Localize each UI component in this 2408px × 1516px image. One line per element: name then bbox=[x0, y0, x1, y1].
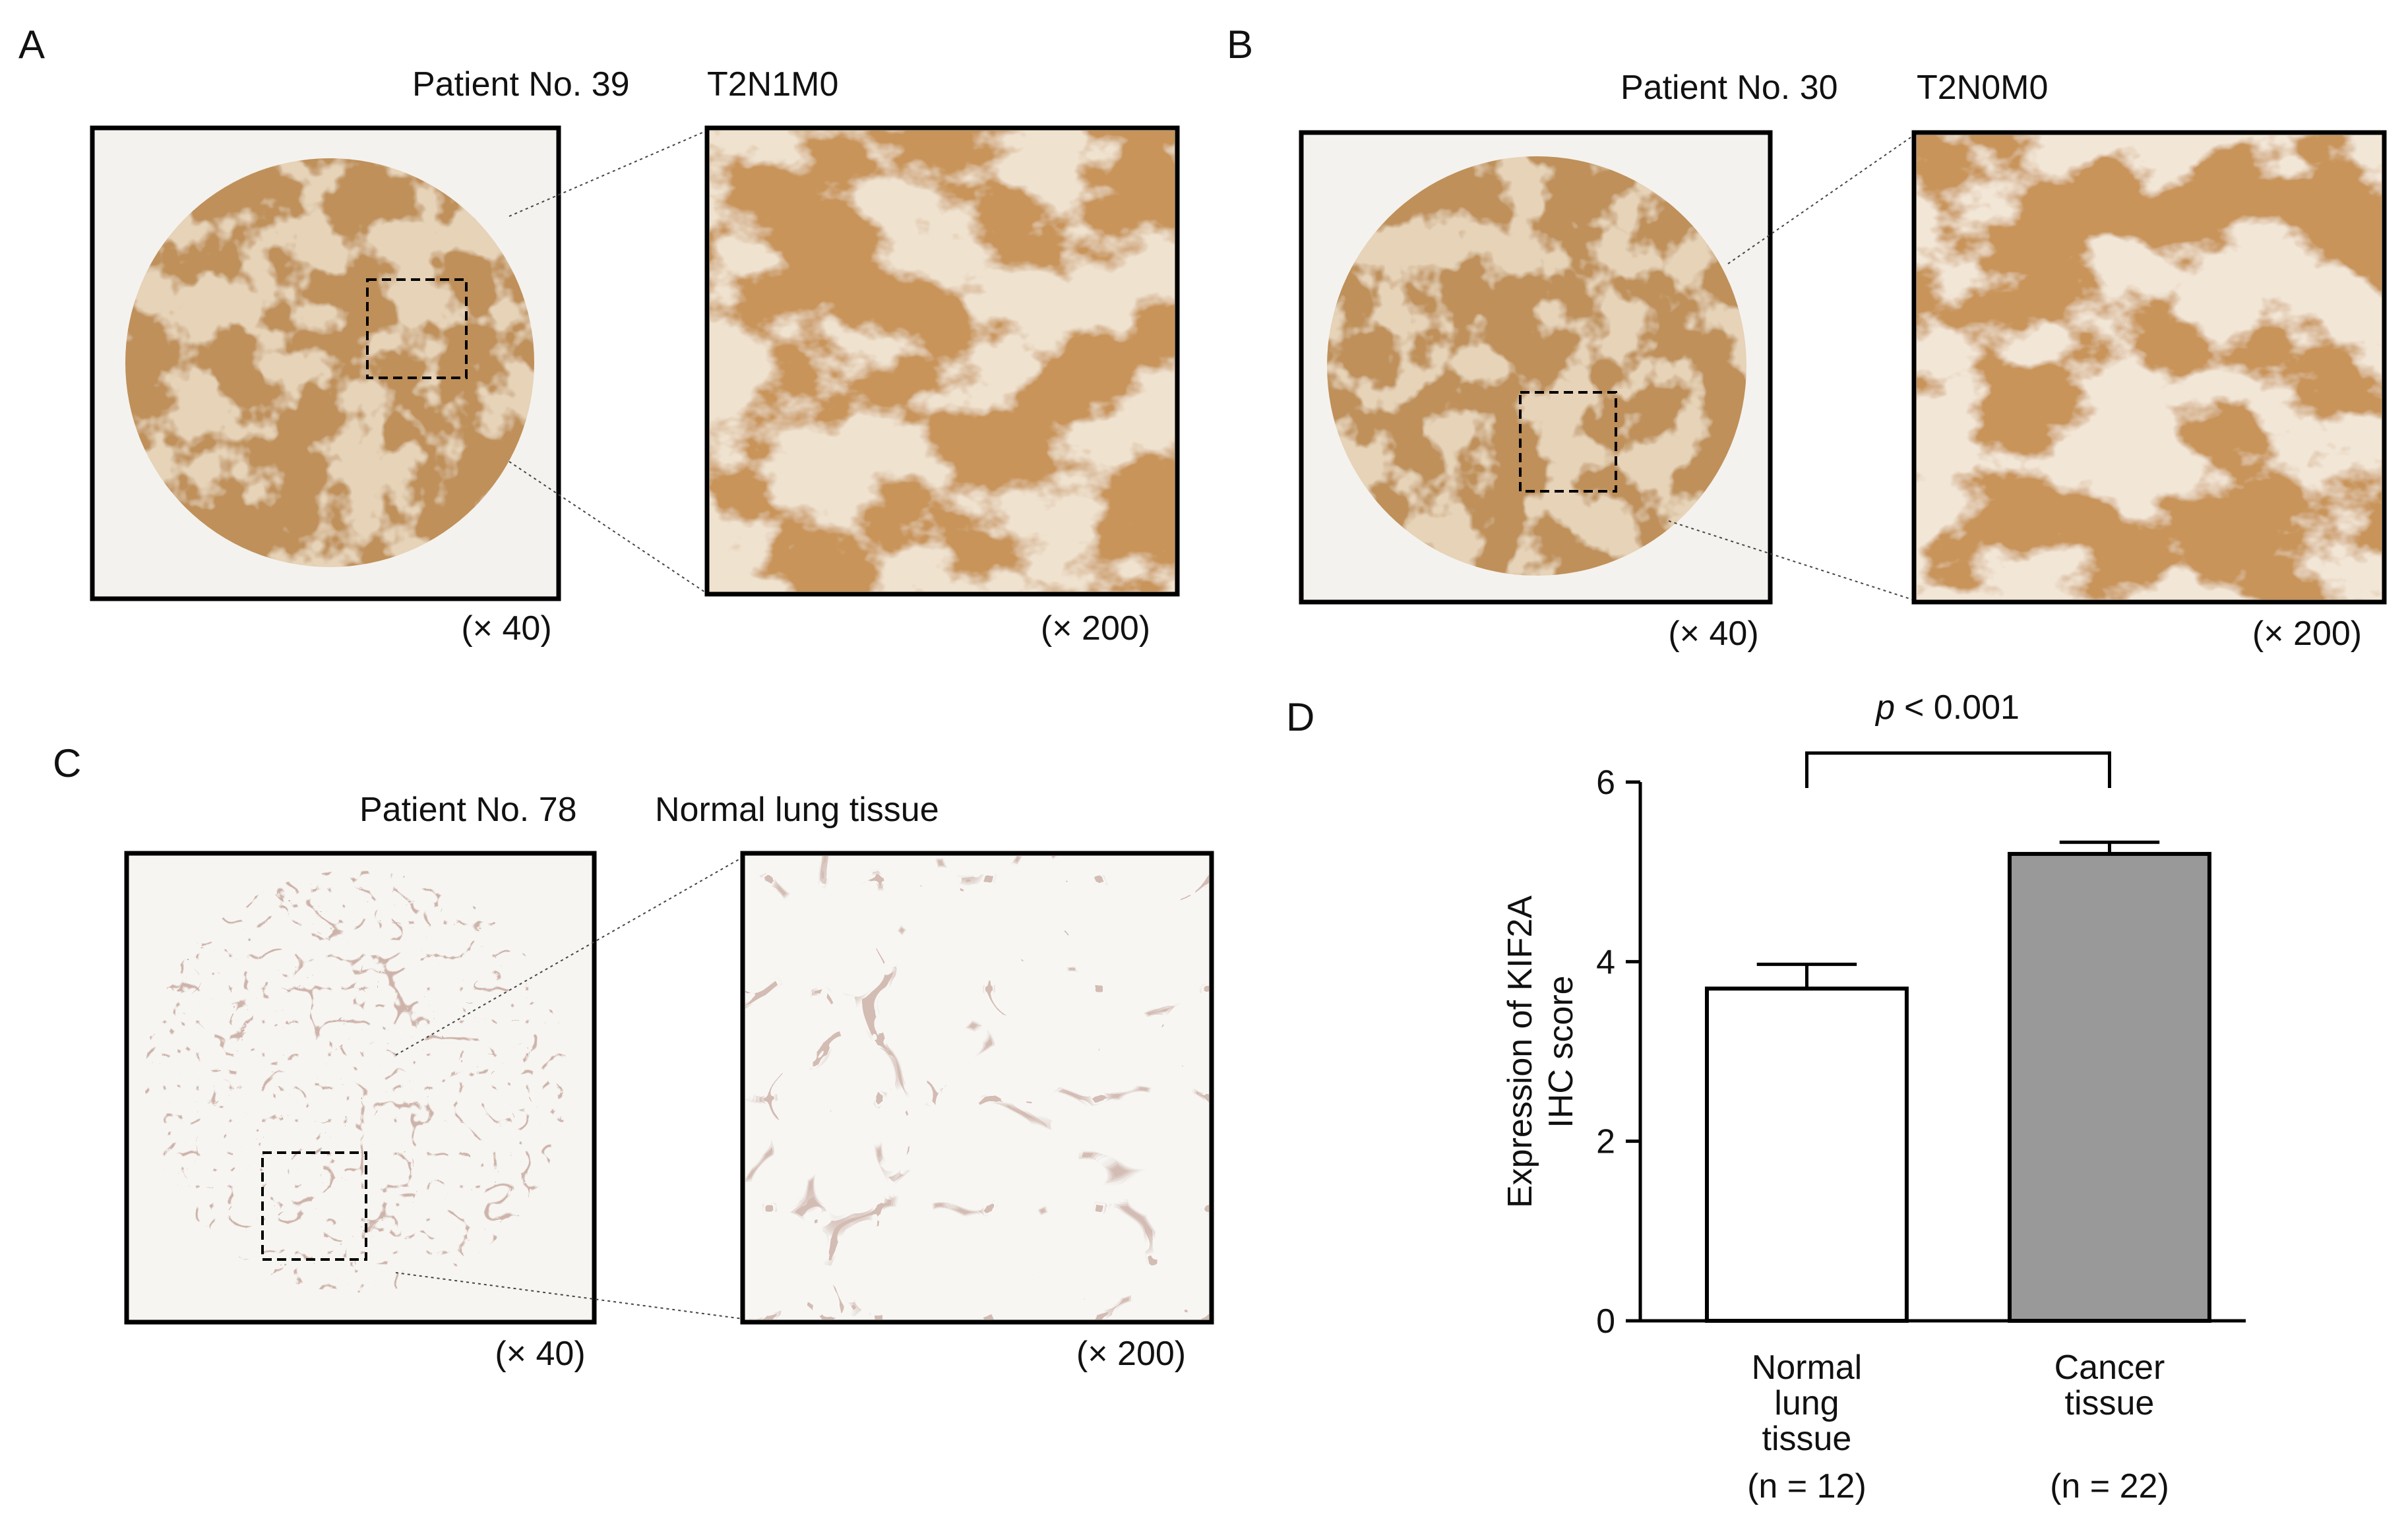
magnification: (× 200) bbox=[1076, 1335, 1186, 1373]
significance-bracket bbox=[1805, 751, 2111, 788]
panel-c: C Patient No. 78 Normal lung tissue (× 4… bbox=[53, 741, 1214, 1373]
significance-label: p < 0.001 bbox=[1874, 688, 2020, 727]
y-tick-label: 6 bbox=[1596, 764, 1615, 802]
magnification: (× 40) bbox=[1668, 615, 1758, 653]
panel-letter: C bbox=[53, 741, 81, 785]
zoom-region bbox=[261, 1151, 367, 1261]
tissue-zoom bbox=[745, 856, 1209, 1319]
magnification: (× 40) bbox=[461, 609, 551, 648]
patient-label: Patient No. 30 bbox=[1621, 69, 1838, 107]
p-value: < 0.001 bbox=[1904, 688, 2020, 727]
tissue-core bbox=[1327, 156, 1746, 576]
y-axis-title: Expression of KIF2A IHC score bbox=[1501, 895, 1580, 1208]
zoom-connector bbox=[1727, 135, 1915, 264]
y-tick-label: 4 bbox=[1596, 943, 1615, 981]
stage-label: Normal lung tissue bbox=[655, 791, 939, 829]
bar bbox=[2007, 851, 2211, 1323]
tissue-zoom bbox=[710, 131, 1175, 591]
bar bbox=[1704, 986, 1909, 1323]
panel-b: B Patient No. 30 T2N0M0 (× 40) (× 200) bbox=[1227, 22, 2387, 653]
p-symbol: p bbox=[1874, 688, 1895, 727]
panel-letter: D bbox=[1286, 695, 1314, 739]
sample-size: (n = 22) bbox=[2050, 1467, 2169, 1505]
panel-letter: B bbox=[1227, 22, 1253, 67]
zoom-connector bbox=[395, 1272, 743, 1319]
panel-letter: A bbox=[18, 22, 45, 67]
zoom-connector bbox=[509, 130, 708, 217]
y-axis-label: Expression of KIF2A bbox=[1501, 895, 1539, 1208]
patient-label: Patient No. 78 bbox=[359, 791, 577, 829]
panel-a: A Patient No. 39 T2N1M0 (× 40) (× 200) bbox=[18, 22, 1180, 648]
y-tick-label: 0 bbox=[1596, 1302, 1615, 1341]
panel-d: D p < 0.001 Expression of KIF2A IHC score… bbox=[1286, 688, 2246, 1505]
x-tick-label: Cancer tissue bbox=[2054, 1349, 2165, 1422]
tissue-core bbox=[145, 870, 567, 1292]
zoom-connector bbox=[509, 461, 708, 594]
patient-label: Patient No. 39 bbox=[412, 65, 630, 104]
x-tick-label: Normal lung tissue bbox=[1752, 1349, 1863, 1458]
zoom-connector bbox=[395, 857, 743, 1056]
y-tick-label: 2 bbox=[1596, 1123, 1615, 1161]
magnification: (× 200) bbox=[1041, 609, 1150, 648]
magnification: (× 40) bbox=[495, 1335, 585, 1373]
tissue-core bbox=[125, 158, 534, 567]
tissue-zoom bbox=[1917, 135, 2382, 599]
y-axis-label: IHC score bbox=[1542, 975, 1580, 1128]
stage-label: T2N0M0 bbox=[1917, 69, 2048, 107]
zoom-connector bbox=[1668, 520, 1915, 601]
zoom-region bbox=[366, 278, 468, 379]
magnification: (× 200) bbox=[2252, 615, 2362, 653]
stage-label: T2N1M0 bbox=[707, 65, 838, 104]
zoom-region bbox=[1519, 391, 1617, 493]
sample-size: (n = 12) bbox=[1747, 1467, 1867, 1505]
